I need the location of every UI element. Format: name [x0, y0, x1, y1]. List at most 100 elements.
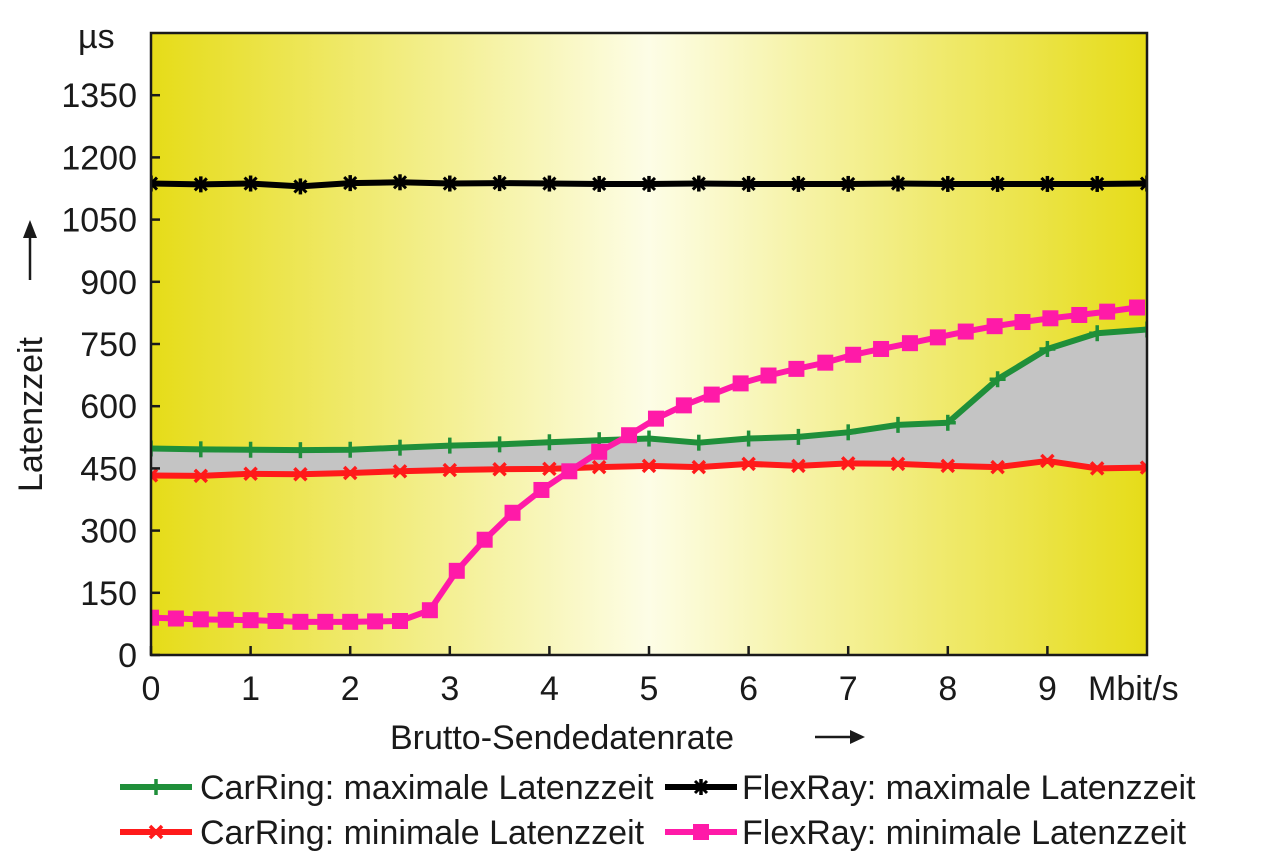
data-point-flexray-min: [788, 360, 805, 377]
data-point-carring-max: [292, 442, 309, 459]
series-flexray-max: [151, 174, 1147, 195]
data-point-carring-max: [1089, 325, 1106, 342]
data-point-flexray-min: [703, 386, 720, 403]
data-point-carring-max: [840, 424, 857, 441]
data-point-carring-max: [242, 441, 259, 458]
data-point-flexray-min: [1071, 306, 1088, 323]
data-point-flexray-min: [675, 397, 692, 414]
data-point-flexray-min: [732, 375, 749, 392]
y-tick-label: 750: [80, 326, 137, 364]
x-tick-label: 1: [241, 670, 260, 708]
data-point-carring-min: [151, 468, 159, 483]
data-point-carring-max: [392, 439, 408, 456]
legend-item-carring-min: CarRing: minimale Latenzzeit: [120, 814, 645, 852]
data-point-flexray-max: [242, 175, 259, 192]
data-point-carring-max: [1039, 340, 1056, 357]
data-point-flexray-min: [367, 613, 384, 630]
data-point-flexray-max: [491, 175, 508, 192]
data-point-flexray-max: [151, 175, 159, 192]
data-point-flexray-min: [242, 612, 259, 629]
data-point-flexray-min: [167, 610, 184, 627]
legend-item-flexray-max: FlexRay: maximale Latenzzeit: [665, 769, 1196, 807]
data-point-flexray-max: [292, 178, 309, 195]
data-point-carring-max: [790, 428, 807, 445]
data-point-carring-min: [243, 466, 258, 482]
data-point-flexray-min: [421, 602, 438, 619]
data-point-carring-min: [293, 466, 308, 482]
data-point-flexray-min: [217, 611, 234, 628]
data-point-carring-min: [840, 456, 856, 471]
data-point-flexray-max: [392, 174, 408, 191]
tick-layer: 0 1 2 3 4 5 6 7 8 9 0 150 300 450 600 750 900 1050 1200 135…: [61, 77, 1057, 708]
data-point-flexray-min: [901, 335, 918, 352]
data-point-flexray-max: [342, 175, 359, 192]
y-tick-label: 1200: [61, 139, 137, 177]
x-tick-label: 7: [839, 670, 858, 708]
data-point-carring-max: [641, 430, 657, 447]
data-point-flexray-max: [939, 175, 956, 192]
data-point-carring-min: [791, 458, 806, 474]
legend-marker-carring-max: [148, 779, 164, 795]
data-point-carring-max: [151, 440, 159, 457]
data-point-carring-min: [492, 461, 507, 477]
data-point-carring-max: [939, 414, 956, 431]
data-point-carring-max: [541, 434, 558, 451]
data-point-flexray-min: [986, 318, 1003, 335]
legend-item-flexray-min: FlexRay: minimale Latenzzeit: [665, 814, 1187, 852]
data-point-carring-min: [691, 459, 707, 475]
data-point-flexray-min: [317, 613, 334, 630]
data-point-flexray-min: [957, 323, 974, 340]
data-point-carring-min: [442, 462, 458, 478]
y-axis-title: Latenzzeit: [12, 336, 50, 492]
data-point-flexray-min: [561, 463, 578, 480]
data-point-flexray-min: [817, 354, 834, 371]
data-point-carring-max: [740, 430, 757, 447]
data-point-flexray-min: [845, 346, 862, 363]
legend-marker-flexray-min: [693, 824, 709, 840]
data-point-flexray-min: [476, 531, 493, 548]
series-layer: [151, 174, 1147, 630]
legend-marker-carring-min: [148, 824, 164, 840]
data-point-carring-max: [192, 441, 209, 458]
latency-band-shading: [151, 329, 1147, 476]
data-point-flexray-min: [621, 427, 638, 444]
data-point-flexray-max: [890, 175, 906, 192]
y-tick-label: 1050: [61, 202, 137, 240]
svg-text:FlexRay: minimale Latenzzeit: FlexRay: minimale Latenzzeit: [742, 814, 1187, 852]
data-point-flexray-min: [342, 613, 359, 630]
data-point-carring-max: [690, 434, 707, 451]
y-tick-label: 1350: [61, 77, 137, 115]
data-point-flexray-max: [1089, 175, 1106, 192]
data-point-carring-min: [193, 468, 209, 484]
x-tick-label: 0: [142, 670, 161, 708]
data-point-flexray-min: [1129, 299, 1146, 316]
data-point-carring-max: [342, 441, 359, 458]
data-point-carring-max: [491, 436, 508, 453]
data-point-flexray-min: [760, 367, 777, 384]
y-tick-label: 150: [80, 575, 137, 613]
data-point-flexray-max: [840, 175, 857, 192]
data-point-flexray-min: [292, 613, 309, 630]
data-point-flexray-min: [1014, 314, 1031, 331]
series-flexray-min: [151, 299, 1146, 630]
data-point-flexray-max: [641, 175, 657, 192]
data-point-carring-max: [989, 371, 1006, 388]
data-point-flexray-min: [533, 481, 550, 498]
plot-background: [151, 33, 1147, 655]
legend-marker-flexray-max: [693, 779, 709, 795]
data-point-flexray-max: [541, 175, 558, 192]
data-point-flexray-min: [873, 340, 890, 357]
data-point-carring-min: [1040, 453, 1055, 469]
y-tick-label: 300: [80, 513, 137, 551]
data-point-flexray-min: [192, 611, 209, 628]
legend-item-carring-max: CarRing: maximale Latenzzeit: [120, 769, 654, 807]
data-point-flexray-min: [1042, 310, 1059, 327]
svg-text:CarRing: maximale Latenzzeit: CarRing: maximale Latenzzeit: [200, 769, 654, 807]
data-point-flexray-max: [690, 175, 707, 192]
x-tick-label: 2: [341, 670, 360, 708]
data-point-flexray-min: [591, 443, 608, 460]
y-tick-label: 0: [118, 637, 137, 675]
data-point-carring-min: [392, 464, 408, 479]
y-tick-label: 600: [80, 388, 137, 426]
data-point-flexray-min: [1099, 303, 1116, 320]
